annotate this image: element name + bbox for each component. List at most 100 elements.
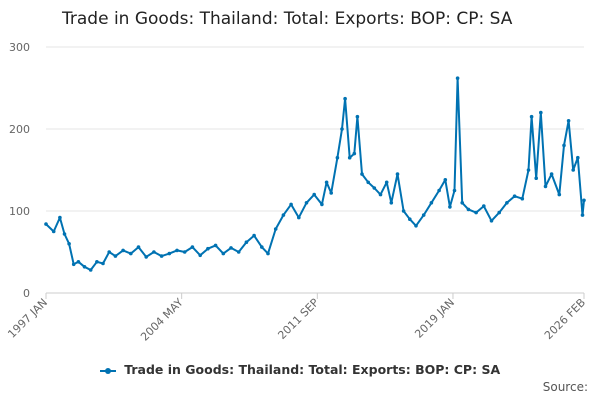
y-axis-ticks: 0 100 200 300 bbox=[9, 41, 30, 300]
data-point[interactable] bbox=[352, 151, 357, 156]
data-point[interactable] bbox=[289, 202, 293, 207]
data-point[interactable] bbox=[366, 180, 371, 185]
data-point[interactable] bbox=[534, 176, 538, 180]
data-point[interactable] bbox=[355, 114, 360, 119]
data-point[interactable] bbox=[82, 265, 87, 269]
data-point[interactable] bbox=[190, 245, 195, 249]
data-point[interactable] bbox=[159, 254, 164, 258]
data-point[interactable] bbox=[335, 155, 340, 160]
data-point[interactable] bbox=[408, 217, 412, 221]
data-point[interactable] bbox=[175, 248, 179, 253]
data-point[interactable] bbox=[206, 246, 210, 251]
data-point[interactable] bbox=[312, 192, 317, 197]
data-point[interactable] bbox=[505, 201, 509, 205]
data-point[interactable] bbox=[448, 205, 452, 209]
x-tick-label: 2019 JAN bbox=[412, 296, 457, 341]
data-point[interactable] bbox=[347, 155, 352, 160]
data-point[interactable] bbox=[324, 180, 329, 185]
data-point[interactable] bbox=[571, 168, 575, 172]
data-point[interactable] bbox=[266, 251, 270, 256]
data-point[interactable] bbox=[466, 207, 471, 212]
data-point[interactable] bbox=[395, 172, 400, 176]
data-point[interactable] bbox=[437, 188, 441, 193]
data-point[interactable] bbox=[520, 196, 525, 201]
data-point[interactable] bbox=[129, 251, 133, 256]
data-point[interactable] bbox=[67, 242, 71, 246]
data-point[interactable] bbox=[421, 213, 426, 217]
data-point[interactable] bbox=[304, 201, 309, 205]
data-point[interactable] bbox=[489, 219, 494, 223]
series-line bbox=[45, 77, 585, 271]
data-point[interactable] bbox=[452, 188, 457, 193]
data-point[interactable] bbox=[144, 255, 148, 259]
data-point[interactable] bbox=[474, 210, 478, 215]
data-point[interactable] bbox=[229, 246, 233, 250]
data-point[interactable] bbox=[372, 186, 377, 190]
data-point[interactable] bbox=[582, 198, 586, 203]
legend[interactable]: Trade in Goods: Thailand: Total: Exports… bbox=[0, 362, 600, 377]
data-point[interactable] bbox=[580, 213, 585, 217]
y-tick-label: 0 bbox=[23, 287, 30, 300]
data-point[interactable] bbox=[136, 245, 141, 249]
data-point[interactable] bbox=[329, 191, 334, 195]
x-tick-label: 2011 SEP bbox=[275, 296, 321, 342]
data-point[interactable] bbox=[414, 224, 418, 228]
data-point[interactable] bbox=[51, 229, 56, 234]
data-point[interactable] bbox=[360, 172, 364, 176]
data-point[interactable] bbox=[455, 76, 460, 80]
data-point[interactable] bbox=[198, 253, 202, 258]
data-point[interactable] bbox=[320, 202, 324, 207]
data-point[interactable] bbox=[543, 184, 548, 189]
data-point[interactable] bbox=[113, 254, 118, 258]
data-point[interactable] bbox=[107, 250, 111, 254]
data-point[interactable] bbox=[281, 213, 286, 217]
data-point[interactable] bbox=[460, 201, 465, 205]
data-point[interactable] bbox=[95, 260, 99, 264]
data-point[interactable] bbox=[566, 119, 571, 123]
data-point[interactable] bbox=[273, 227, 278, 231]
data-point[interactable] bbox=[539, 110, 543, 115]
legend-marker bbox=[104, 367, 111, 374]
data-point[interactable] bbox=[121, 248, 125, 253]
data-point[interactable] bbox=[549, 172, 554, 176]
data-point[interactable] bbox=[252, 233, 256, 238]
data-point[interactable] bbox=[236, 250, 241, 254]
data-point[interactable] bbox=[389, 201, 394, 205]
data-point[interactable] bbox=[497, 210, 502, 215]
data-point[interactable] bbox=[213, 243, 218, 248]
x-tick-label: 2026 FEB bbox=[542, 296, 588, 342]
data-point[interactable] bbox=[529, 114, 534, 119]
data-point[interactable] bbox=[340, 127, 344, 131]
data-point[interactable] bbox=[101, 261, 105, 266]
data-point[interactable] bbox=[576, 155, 580, 160]
data-point[interactable] bbox=[429, 201, 434, 205]
data-point[interactable] bbox=[401, 209, 406, 213]
x-tick-label: 2004 MAY bbox=[138, 296, 186, 344]
data-point[interactable] bbox=[557, 192, 562, 197]
data-point[interactable] bbox=[167, 251, 172, 256]
source-label: Source: bbox=[542, 380, 588, 394]
data-point[interactable] bbox=[62, 232, 67, 236]
y-tick-label: 100 bbox=[9, 205, 30, 218]
data-point[interactable] bbox=[482, 204, 486, 208]
data-point[interactable] bbox=[512, 194, 517, 198]
data-point[interactable] bbox=[244, 240, 249, 244]
data-point[interactable] bbox=[562, 143, 566, 148]
data-point[interactable] bbox=[152, 250, 156, 254]
y-tick-label: 200 bbox=[9, 123, 30, 136]
x-axis-ticks: 1997 JAN 2004 MAY 2011 SEP 2019 JAN 2026 FEB bbox=[5, 293, 588, 344]
data-point[interactable] bbox=[260, 245, 264, 249]
data-point[interactable] bbox=[76, 260, 81, 264]
data-point[interactable] bbox=[71, 262, 76, 267]
data-point[interactable] bbox=[343, 96, 347, 101]
data-point[interactable] bbox=[526, 168, 531, 172]
data-point[interactable] bbox=[297, 215, 301, 220]
data-point[interactable] bbox=[88, 268, 93, 272]
data-point[interactable] bbox=[378, 192, 383, 197]
data-point[interactable] bbox=[58, 215, 62, 220]
data-point[interactable] bbox=[443, 178, 448, 182]
data-point[interactable] bbox=[384, 180, 389, 185]
data-point[interactable] bbox=[182, 250, 187, 254]
data-point[interactable] bbox=[221, 251, 226, 256]
data-point[interactable] bbox=[44, 222, 48, 226]
